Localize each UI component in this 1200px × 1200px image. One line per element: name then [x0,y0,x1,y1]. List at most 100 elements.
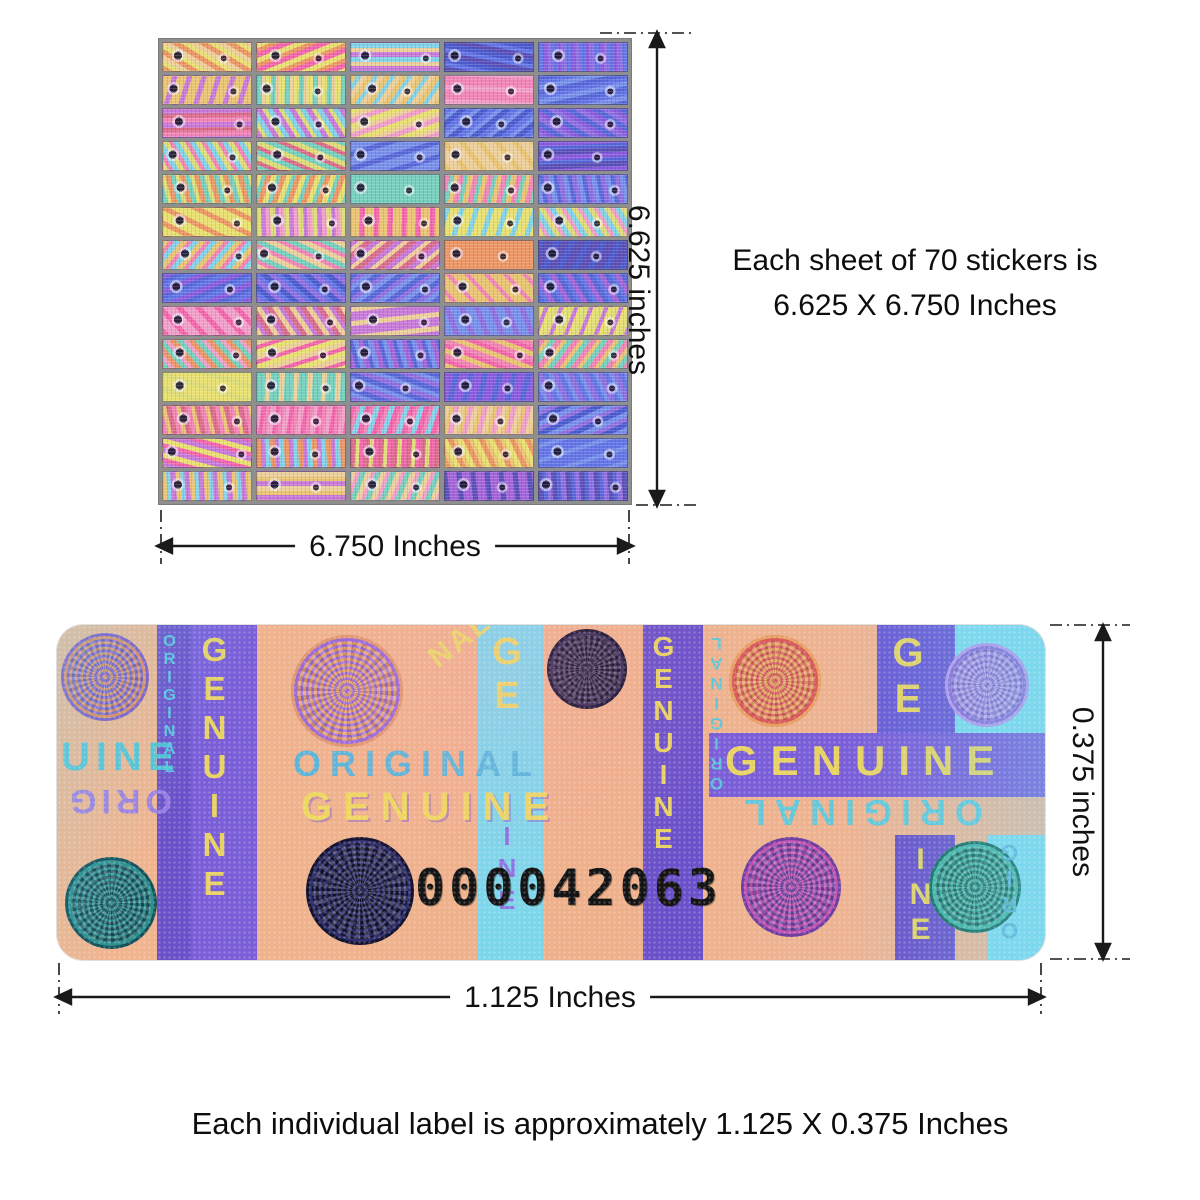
label-word: ORIGINAL [161,633,178,777]
sheet-sticker [350,273,440,303]
sheet-sticker [350,339,440,369]
sheet-sticker [162,75,252,105]
label-word: INE [904,843,937,948]
sheet-sticker [444,273,534,303]
sheet-sticker [350,141,440,171]
sheet-sticker [538,141,628,171]
sheet-caption-line1: Each sheet of 70 stickers is [732,244,1098,277]
sheet-sticker [256,372,346,402]
sheet-sticker [444,141,534,171]
sheet-sticker [162,306,252,336]
sheet-sticker [256,207,346,237]
sheet-sticker [444,240,534,270]
sheet-sticker [444,372,534,402]
sheet-sticker [538,42,628,72]
label-art: UINE ORIG ORIGINAL GENUINE ORIGINAL GENUINE NA… [57,625,1045,960]
label-color-band [157,625,191,960]
guilloche-rosette [547,629,627,709]
sheet-sticker [350,207,440,237]
sheet-sticker [444,471,534,501]
sheet-sticker [162,339,252,369]
sheet-sticker [256,108,346,138]
sheet-sticker [538,273,628,303]
sheet-sticker [444,339,534,369]
sheet-sticker [444,75,534,105]
sheet-sticker [350,405,440,435]
guilloche-rosette [306,837,414,945]
sheet-sticker [256,438,346,468]
sheet-sticker [538,306,628,336]
label-color-band [643,625,703,960]
sheet-sticker [162,42,252,72]
label-word: GENUINE [725,737,1008,784]
sheet-sticker [350,108,440,138]
label-color-band [191,625,257,960]
guilloche-rosette [945,643,1029,727]
sheet-sticker [256,174,346,204]
label-word: INE [492,821,522,917]
sheet-sticker [162,438,252,468]
guilloche-rosette [741,837,841,937]
sheet-sticker [162,372,252,402]
sheet-sticker [162,405,252,435]
sheet-sticker [350,471,440,501]
label-word: UINE [61,735,181,779]
guilloche-rosette [929,841,1021,933]
label-width-dimension-label: 1.125 Inches [450,981,650,1015]
guilloche-rosette [729,635,821,727]
sheet-sticker [538,471,628,501]
guilloche-rosette [291,635,403,747]
sheet-sticker [538,438,628,468]
label-word: GENUINE [301,785,561,829]
sheet-sticker [256,471,346,501]
guilloche-rosette [65,857,157,949]
sheet-sticker [162,207,252,237]
label-word: GE [486,631,528,719]
sheet-sticker [350,240,440,270]
sheet-sticker [444,306,534,336]
sheet-sticker [256,306,346,336]
sheet-sticker [256,141,346,171]
sheet-sticker [162,108,252,138]
label-word: ORIG [65,782,172,820]
sheet-sticker [256,240,346,270]
sheet-sticker [350,75,440,105]
sheet-sticker [538,174,628,204]
sheet-sticker [256,42,346,72]
label-color-band [477,625,543,960]
label-word: GENUINE [196,631,233,904]
extension-lines [58,32,1130,1014]
sheet-caption-line2: 6.625 X 6.750 Inches [773,289,1057,322]
sheet-sticker [538,405,628,435]
sheet-sticker [350,438,440,468]
sheet-sticker [444,108,534,138]
label-height-dimension-label: 0.375 inches [1066,706,1099,878]
sheet-sticker [444,207,534,237]
sheet-sticker [350,372,440,402]
sheet-width-dimension-label: 6.750 Inches [295,530,495,564]
label-word: GE [886,631,930,723]
sheet-sticker [162,471,252,501]
label-word: ORIGINAL [735,792,983,833]
sheet-sticker [538,339,628,369]
sheet-sticker [256,273,346,303]
sheet-sticker [162,240,252,270]
sheet-sticker [538,372,628,402]
sheet-sticker [538,240,628,270]
sheet-sticker [444,438,534,468]
label-word: ORIG [997,839,1022,943]
label-word: GENUINE [648,631,679,855]
sheet-sticker [256,339,346,369]
serial-number: 000042063 [415,859,722,917]
sheet-sticker [256,405,346,435]
sheet-sticker [162,141,252,171]
sheet-sticker [350,306,440,336]
label-word: ORIGINAL [293,743,541,784]
label-caption: Each individual label is approximately 1… [191,1106,1009,1141]
label-color-band [709,733,1045,797]
sheet-sticker [350,174,440,204]
sheet-sticker [538,108,628,138]
guilloche-rosette [61,633,149,721]
